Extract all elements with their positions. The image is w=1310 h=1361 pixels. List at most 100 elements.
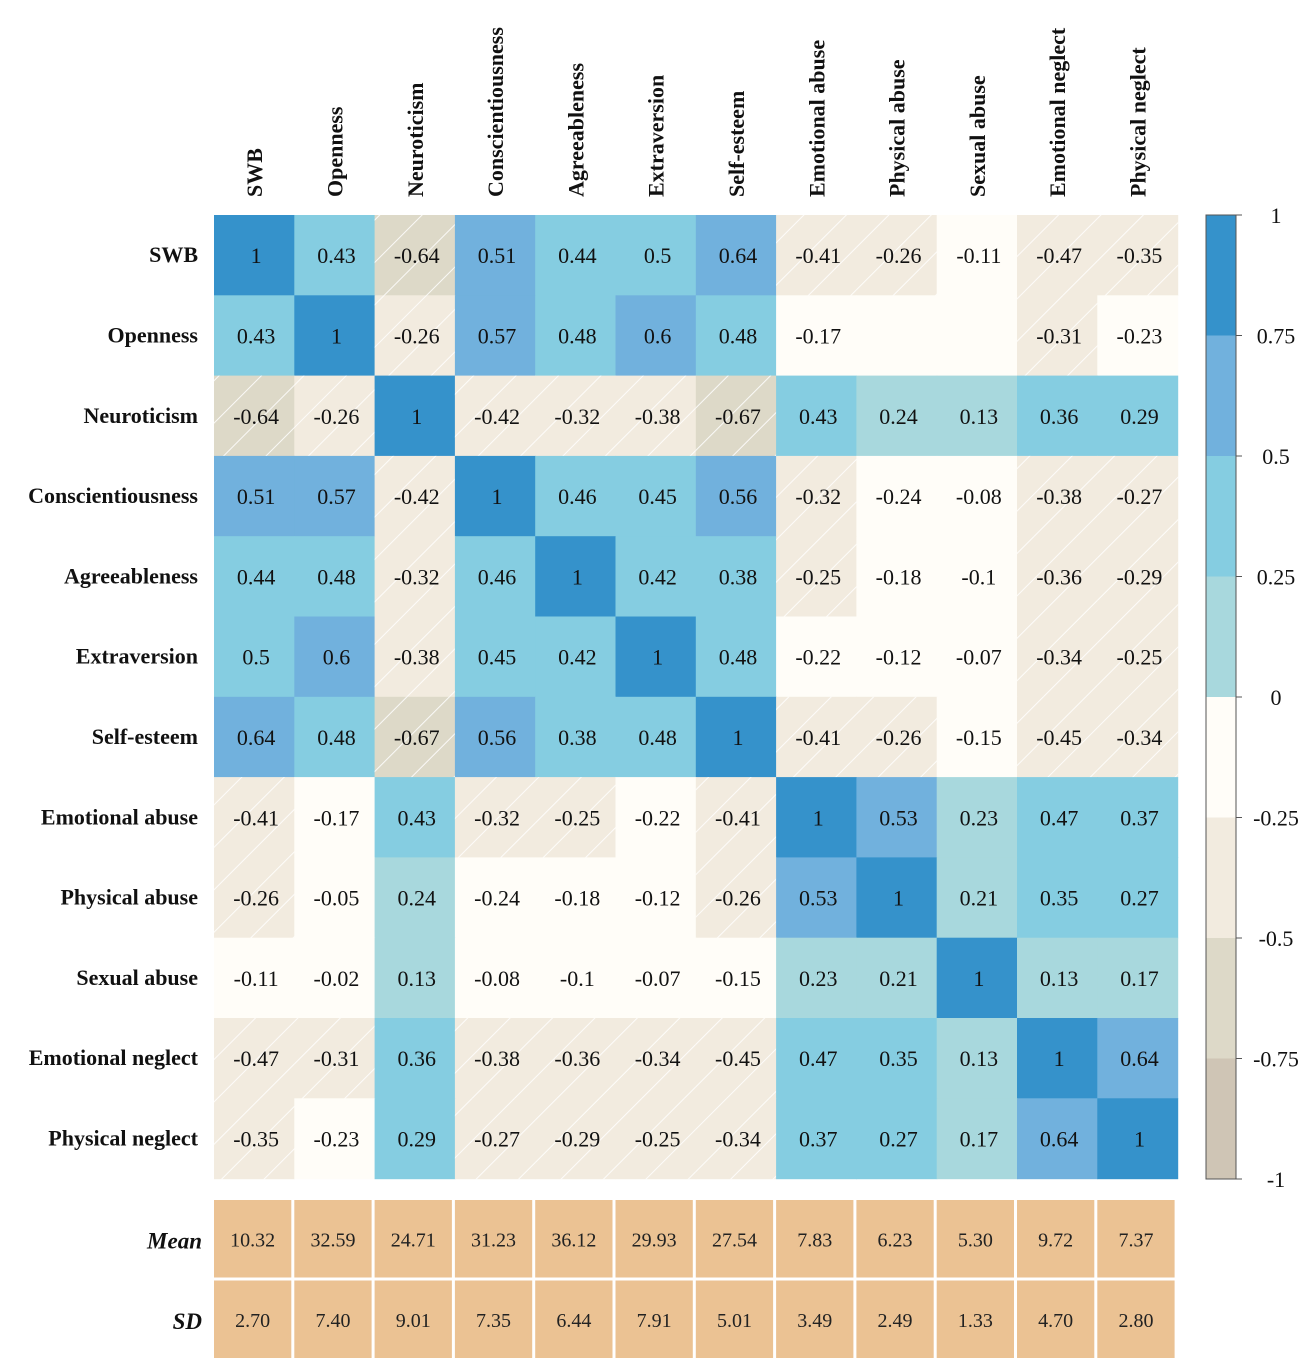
cell-fill <box>294 215 376 296</box>
stat-cell <box>936 1280 1014 1358</box>
cell-value: 0.6 <box>644 323 672 348</box>
cell-value: 0.38 <box>558 725 597 750</box>
cell-value: -0.27 <box>474 1126 520 1151</box>
cell-hatch <box>214 857 295 939</box>
stat-value: 7.37 <box>1118 1229 1153 1251</box>
heatmap-cell: 1 <box>294 295 376 377</box>
heatmap-cells: 1 0.43 -0.64 0.51 0.44 0.5 0.64 -0.41 -0.26 -0.11… <box>214 215 1179 1180</box>
row-label: Physical abuse <box>60 885 198 910</box>
cell-value: 0.57 <box>478 323 517 348</box>
cell-value: -0.45 <box>715 1046 761 1071</box>
colorbar-bin <box>1206 456 1236 577</box>
heatmap-cell: -0.42 <box>374 455 456 537</box>
cell-value: -0.64 <box>394 243 440 268</box>
colorbar-tick-label: 0.75 <box>1257 324 1296 349</box>
stat-value: 7.35 <box>476 1310 511 1332</box>
cell-fill <box>214 616 295 698</box>
heatmap-cell: -0.23 <box>294 1098 376 1180</box>
cell-value: 0.43 <box>398 805 437 830</box>
cell-value: 0.53 <box>799 886 838 911</box>
heatmap-cell: -0.29 <box>535 1098 617 1180</box>
cell-value: -0.47 <box>1036 243 1082 268</box>
cell-value: -0.35 <box>1117 243 1163 268</box>
cell-value: -0.64 <box>233 404 279 429</box>
cell-fill <box>374 937 456 1019</box>
heatmap-cell: 0.27 <box>856 1098 938 1180</box>
cell-value: 1 <box>973 966 984 991</box>
cell-value: 0.13 <box>1040 966 1079 991</box>
row-label: Emotional neglect <box>29 1045 199 1070</box>
cell-fill <box>1017 1018 1098 1099</box>
cell-value: -0.17 <box>314 805 360 830</box>
heatmap-cell: -0.32 <box>776 455 857 537</box>
heatmap-cell: -0.38 <box>454 1018 536 1099</box>
cell-value: 1 <box>492 484 503 509</box>
cell-value: -0.47 <box>233 1046 279 1071</box>
cell-hatch <box>1097 616 1179 698</box>
cell-value: -0.08 <box>474 966 520 991</box>
cell-fill <box>695 536 777 618</box>
stat-cell <box>294 1280 372 1358</box>
cell-value: -0.36 <box>554 1046 600 1071</box>
cell-fill <box>374 1018 456 1099</box>
cell-value: 0.47 <box>1040 805 1079 830</box>
cell-value: -0.38 <box>1036 484 1082 509</box>
heatmap-cell: -0.07 <box>936 616 1018 698</box>
row-label: SWB <box>149 242 198 267</box>
colorbar-bin <box>1206 576 1236 697</box>
cell-fill <box>695 937 777 1019</box>
stat-cell <box>535 1280 613 1358</box>
cell-value: -0.24 <box>474 886 520 911</box>
cell-value: 0.17 <box>1120 966 1159 991</box>
cell-hatch <box>535 375 617 457</box>
cell-fill <box>1017 937 1098 1019</box>
heatmap-cell: -0.02 <box>294 937 376 1019</box>
cell-fill <box>454 616 536 698</box>
cell-value: -0.34 <box>715 1126 761 1151</box>
cell-value: 0.13 <box>960 1046 999 1071</box>
cell-hatch <box>454 375 536 457</box>
cell-fill <box>776 777 857 858</box>
heatmap-cell: 0.13 <box>936 375 1018 457</box>
cell-value: 0.46 <box>558 484 597 509</box>
heatmap-cell: -0.24 <box>454 857 536 939</box>
cell-value: -0.12 <box>876 645 922 670</box>
heatmap-cell: -0.08 <box>936 455 1018 537</box>
cell-fill <box>936 857 1018 939</box>
cell-value: -0.26 <box>394 323 440 348</box>
heatmap-cell: -0.41 <box>695 777 777 858</box>
cell-hatch <box>615 1098 697 1180</box>
stat-value: 3.49 <box>797 1310 832 1332</box>
cell-fill <box>615 215 697 296</box>
cell-fill <box>936 696 1018 778</box>
cell-hatch <box>454 777 536 858</box>
heatmap-cell: -0.41 <box>214 777 295 858</box>
cell-fill <box>214 295 295 377</box>
cell-value: -0.26 <box>876 725 922 750</box>
heatmap-cell: -0.47 <box>214 1018 295 1099</box>
colorbar-tick-label: 1 <box>1271 203 1282 228</box>
cell-hatch <box>776 455 857 537</box>
heatmap-cell: -0.25 <box>615 1098 697 1180</box>
heatmap-cell: 0.17 <box>936 1098 1018 1180</box>
cell-value: -0.42 <box>394 484 440 509</box>
stat-cell <box>776 1280 854 1358</box>
heatmap-cell: -0.15 <box>936 696 1018 778</box>
cell-fill <box>936 937 1018 1019</box>
cell-fill <box>1017 375 1098 457</box>
stat-value: 5.30 <box>958 1229 993 1251</box>
heatmap-cell: 0.38 <box>695 536 777 618</box>
heatmap-cell: -0.25 <box>1097 616 1179 698</box>
heatmap-cell: 0.44 <box>535 215 617 296</box>
heatmap-cell: 0.36 <box>1017 375 1098 457</box>
heatmap-cell: 0.47 <box>1017 777 1098 858</box>
cell-value: 0.13 <box>960 404 999 429</box>
stat-value: 27.54 <box>712 1229 757 1251</box>
cell-fill <box>374 375 456 457</box>
cell-value: 0.24 <box>398 886 437 911</box>
cell-hatch <box>1097 215 1179 296</box>
heatmap-cell: -0.08 <box>454 937 536 1019</box>
heatmap-cell: 1 <box>214 215 295 296</box>
cell-value: -0.41 <box>715 805 761 830</box>
cell-fill <box>454 295 536 377</box>
